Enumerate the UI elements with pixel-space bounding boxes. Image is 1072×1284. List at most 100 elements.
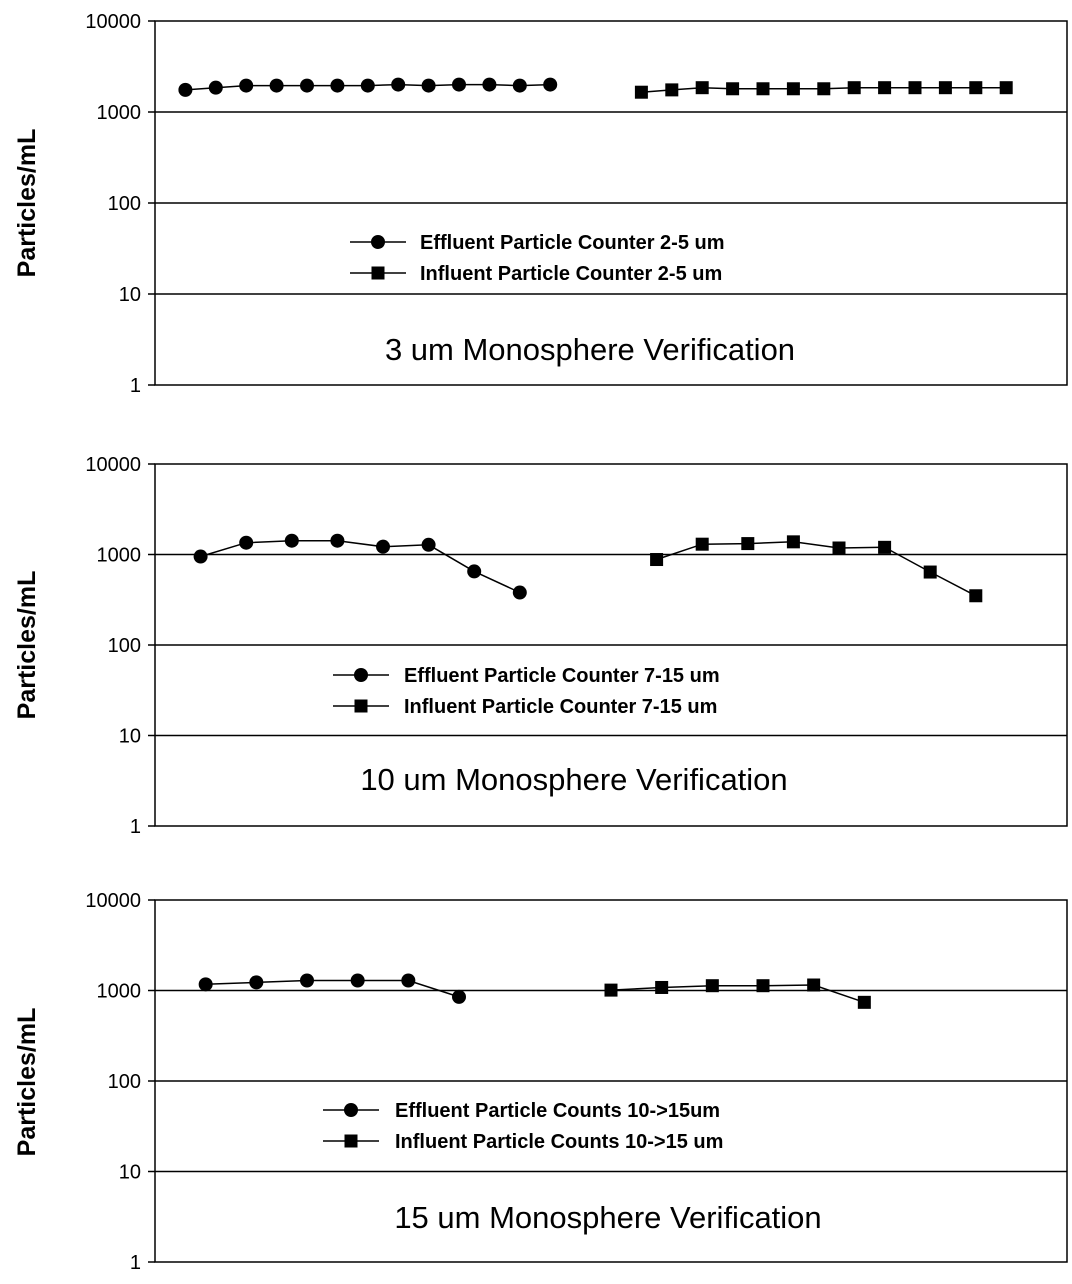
data-point-circle xyxy=(269,78,284,93)
data-point-circle xyxy=(512,78,527,93)
data-point-circle xyxy=(360,78,375,93)
data-point-circle xyxy=(330,533,345,548)
data-point-square xyxy=(695,537,709,551)
data-point-square xyxy=(655,980,669,994)
chart-panel-1: 10000 1000 100 10 1 Particles/mL 3 um Monosphe… xyxy=(13,11,1068,397)
series-effluent xyxy=(198,973,466,1004)
y-axis-label: Particles/mL xyxy=(13,1008,41,1157)
y-tick-label: 10000 xyxy=(85,890,141,912)
data-point-circle xyxy=(421,78,436,93)
data-point-circle xyxy=(350,973,365,988)
data-point-square xyxy=(705,979,719,993)
legend: Effluent Particle Counts 10->15um Influen… xyxy=(323,1100,723,1153)
y-tick-label: 100 xyxy=(108,635,141,657)
data-point-circle xyxy=(467,564,482,579)
data-point-square xyxy=(969,589,983,603)
legend-label: Influent Particle Counter 7-15 um xyxy=(404,696,717,718)
series-line xyxy=(200,539,521,594)
y-axis-label: Particles/mL xyxy=(13,129,41,278)
data-point-square xyxy=(969,81,983,95)
series-influent xyxy=(604,978,871,1009)
chart-annotation: 15 um Monosphere Verification xyxy=(394,1200,821,1235)
data-point-square xyxy=(741,537,755,551)
legend-label: Effluent Particle Counter 2-5 um xyxy=(420,232,725,254)
legend-marker-square xyxy=(344,1134,358,1148)
legend: Effluent Particle Counter 2-5 um Influent… xyxy=(350,232,725,285)
legend-marker-square xyxy=(354,699,368,713)
y-tick-label: 100 xyxy=(108,193,141,215)
data-point-circle xyxy=(300,973,314,988)
data-point-circle xyxy=(512,585,527,600)
legend-label: Effluent Particle Counts 10->15um xyxy=(395,1100,720,1122)
data-point-circle xyxy=(178,82,193,97)
data-point-circle xyxy=(401,973,416,988)
y-tick-label: 10 xyxy=(119,726,141,748)
data-point-circle xyxy=(300,78,314,93)
chart-annotation: 3 um Monosphere Verification xyxy=(385,332,795,367)
data-point-circle xyxy=(330,78,345,93)
data-point-square xyxy=(999,81,1013,95)
legend-label: Effluent Particle Counter 7-15 um xyxy=(404,665,720,687)
data-point-circle xyxy=(421,537,436,552)
y-tick-label: 10000 xyxy=(85,454,141,476)
y-tick-label: 1000 xyxy=(97,545,142,567)
y-tick-label: 1000 xyxy=(97,981,142,1003)
data-point-circle xyxy=(193,549,208,564)
data-point-square xyxy=(807,978,821,992)
legend-marker-circle xyxy=(371,235,385,249)
y-tick-label: 10 xyxy=(119,284,141,306)
data-point-circle xyxy=(376,539,390,554)
chart-panel-2: 10000 1000 100 10 1 Particles/mL 10 um Monosph… xyxy=(13,454,1068,838)
data-point-circle xyxy=(239,78,254,93)
data-point-square xyxy=(665,83,679,97)
data-point-circle xyxy=(198,977,213,992)
series-line xyxy=(610,984,865,1004)
legend-marker-square xyxy=(371,266,385,280)
data-point-square xyxy=(604,983,618,997)
y-tick-label: 100 xyxy=(108,1071,141,1093)
data-point-circle xyxy=(239,535,254,550)
y-tick-label: 1 xyxy=(130,375,141,397)
legend-marker-circle xyxy=(354,668,368,682)
y-tick-label: 1 xyxy=(130,1252,141,1274)
chart-annotation: 10 um Monosphere Verification xyxy=(360,762,787,797)
legend: Effluent Particle Counter 7-15 um Influen… xyxy=(333,665,720,718)
data-point-square xyxy=(817,82,831,96)
data-point-circle xyxy=(482,77,497,92)
data-point-square xyxy=(878,540,892,554)
data-point-square xyxy=(634,85,648,99)
series-line xyxy=(656,541,977,597)
data-point-square xyxy=(756,82,770,96)
chart-panel-3: 10000 1000 100 10 1 Particles/mL 15 um Monosph… xyxy=(13,890,1068,1274)
data-point-circle xyxy=(391,77,406,92)
series-effluent xyxy=(193,533,527,600)
data-point-square xyxy=(756,979,770,993)
series-influent xyxy=(650,535,983,603)
data-point-square xyxy=(847,81,861,95)
data-point-circle xyxy=(452,989,466,1004)
data-point-square xyxy=(726,82,740,96)
data-point-square xyxy=(923,565,937,579)
data-point-square xyxy=(650,553,664,567)
y-axis-label: Particles/mL xyxy=(13,571,41,720)
data-point-square xyxy=(857,995,871,1009)
legend-marker-circle xyxy=(344,1103,358,1117)
data-point-square xyxy=(908,81,922,95)
series-effluent xyxy=(178,77,558,97)
legend-label: Influent Particle Counter 2-5 um xyxy=(420,263,722,285)
data-point-circle xyxy=(452,77,466,92)
data-point-circle xyxy=(249,975,264,990)
y-tick-label: 1000 xyxy=(97,102,142,124)
data-point-circle xyxy=(208,80,223,95)
data-point-square xyxy=(878,81,892,95)
data-point-square xyxy=(938,81,952,95)
data-point-square xyxy=(786,535,800,549)
series-influent xyxy=(634,81,1013,99)
y-tick-label: 1 xyxy=(130,816,141,838)
data-point-square xyxy=(786,82,800,96)
data-point-square xyxy=(695,81,709,95)
series-line xyxy=(205,979,460,998)
legend-label: Influent Particle Counts 10->15 um xyxy=(395,1131,723,1153)
